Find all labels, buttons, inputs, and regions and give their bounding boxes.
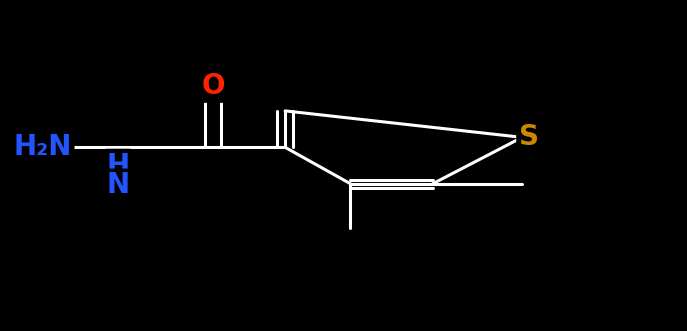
Text: H: H bbox=[106, 152, 130, 179]
Text: H₂N: H₂N bbox=[14, 133, 71, 161]
Text: O: O bbox=[201, 72, 225, 100]
Text: N: N bbox=[106, 171, 130, 199]
Text: S: S bbox=[519, 123, 539, 151]
